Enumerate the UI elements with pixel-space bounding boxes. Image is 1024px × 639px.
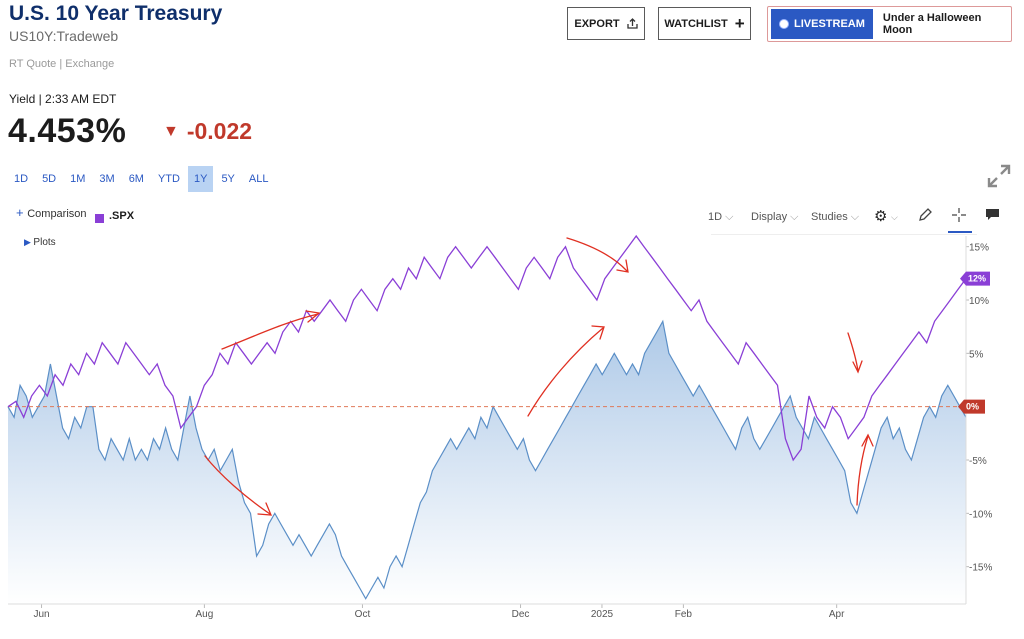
range-5d[interactable]: 5D [42,173,57,185]
x-tick-label: Aug [195,609,213,620]
chevron-down-icon: ⌵ [725,211,734,223]
interval-label: 1D [708,211,723,223]
crosshair-icon[interactable] [951,207,967,223]
comparison-button[interactable]: + Comparison [16,205,87,220]
x-tick-label: Dec [512,609,530,620]
yield-timestamp: Yield | 2:33 AM EDT [9,92,117,106]
display-dropdown[interactable]: Display ⌵ [751,211,798,224]
range-1y[interactable]: 1Y [187,166,214,192]
range-6m[interactable]: 6M [128,173,144,185]
plots-toggle[interactable]: ▶ Plots [24,237,56,248]
spx-last-label: 12% [968,274,986,284]
annotation-arrow [527,325,605,417]
page-title: U.S. 10 Year Treasury [9,2,223,25]
range-1m[interactable]: 1M [70,173,86,185]
watchlist-button[interactable]: WATCHLIST + [658,7,751,40]
x-tick-label: Jun [33,609,49,620]
down-arrow-icon: ▼ [163,123,179,140]
yield-area-fill [8,321,966,604]
toolbar-divider [711,234,977,235]
annotation-arrow [856,433,874,506]
range-1d[interactable]: 1D [14,173,29,185]
spx-last-value-tag: 12% [960,271,990,286]
comparison-symbol[interactable]: .SPX [109,210,135,222]
active-tool-indicator [948,231,972,233]
live-show-title: Under a Halloween Moon [882,12,982,36]
gear-icon[interactable]: ⚙ [874,208,888,225]
price-value: 4.453% [8,112,127,150]
hand-drawn-annotations [204,237,874,516]
change-value: -0.022 [186,118,253,144]
annotation-arrow [204,455,273,516]
annotation-arrow [847,332,863,374]
live-dot-icon [779,19,789,29]
range-ytd[interactable]: YTD [157,173,180,185]
chevron-down-icon: ⌵ [790,211,799,223]
export-button[interactable]: EXPORT [567,7,645,40]
studies-label: Studies [811,211,848,223]
y-tick-label: -10% [969,509,992,520]
spx-series-line [7,234,967,462]
pencil-icon[interactable] [917,207,933,223]
range-all[interactable]: ALL [248,173,269,185]
display-label: Display [751,211,788,223]
export-label: EXPORT [574,17,620,30]
y-tick-label: 10% [969,296,989,307]
y-tick-label: 15% [969,243,989,254]
x-tick-label: Apr [829,609,845,620]
studies-dropdown[interactable]: Studies ⌵ [811,211,859,224]
plots-label: Plots [33,237,56,248]
comparison-label: Comparison [27,208,87,220]
livestream-label: LIVESTREAM [794,18,865,30]
y-tick-label: -15% [969,563,992,574]
zero-value-tag: 0% [958,399,985,414]
x-tick-label: 2025 [591,609,614,620]
share-icon [626,18,638,29]
chevron-down-icon: ⌵ [850,211,860,223]
comment-icon[interactable] [985,208,1000,222]
livestream-button[interactable]: LIVESTREAM [771,9,873,39]
annotation-arrow [566,237,629,273]
y-tick-label: 5% [969,349,984,360]
range-selector: 1D 5D 1M 3M 6M YTD 1Y 5Y ALL [8,166,276,192]
zero-label: 0% [966,402,979,412]
expand-icon[interactable] [986,163,1012,189]
annotation-arrow [221,310,321,350]
livestream-banner[interactable]: LIVESTREAM Under a Halloween Moon [767,6,1012,42]
chevron-down-icon: ⌵ [891,212,898,222]
watchlist-label: WATCHLIST [664,17,728,30]
yield-series-line [7,319,967,600]
x-tick-label: Feb [675,609,693,620]
quote-source: RT Quote | Exchange [9,58,115,70]
x-tick-label: Oct [355,609,371,620]
spx-swatch [95,214,104,223]
y-tick-label: -5% [969,456,987,467]
symbol-label: US10Y:Tradeweb [9,28,119,44]
interval-dropdown[interactable]: 1D ⌵ [708,211,733,224]
range-5y[interactable]: 5Y [221,173,235,185]
caret-right-icon: ▶ [24,237,34,247]
plus-icon: + [16,205,28,220]
range-3m[interactable]: 3M [99,173,115,185]
price-change: ▼ -0.022 [163,118,252,145]
plus-icon: + [734,13,745,33]
